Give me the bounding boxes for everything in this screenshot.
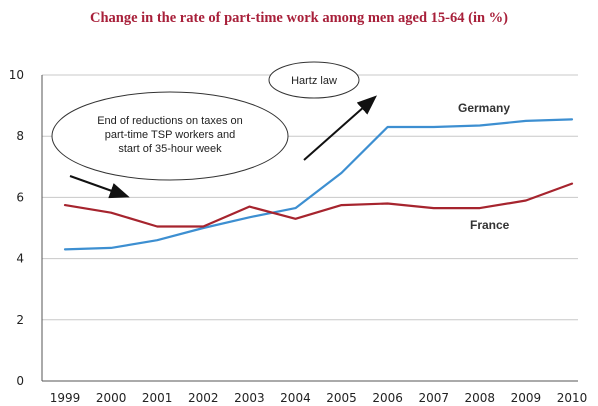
x-tick-label-2003: 2003	[234, 391, 265, 405]
x-tick-label-2006: 2006	[372, 391, 403, 405]
x-tick-label-2008: 2008	[465, 391, 496, 405]
series-line-germany	[63, 118, 574, 251]
chart-title: Change in the rate of part-time work amo…	[89, 10, 509, 26]
taxes-callout-bubble	[51, 91, 289, 181]
taxes-note-line-2: part-time TSP workers and	[105, 129, 235, 141]
series-lines	[63, 118, 574, 251]
x-tick-label-2002: 2002	[188, 391, 219, 405]
axes	[41, 75, 578, 382]
y-tick-label-2: 2	[16, 313, 24, 327]
series-line-france	[63, 182, 574, 228]
taxes-note-line-3: start of 35-hour week	[118, 143, 222, 155]
x-tick-label-2000: 2000	[96, 391, 127, 405]
y-tick-label-10: 10	[9, 68, 24, 82]
hartz-annotation: Hartz law	[268, 61, 377, 161]
taxes-annotation: End of reductions on taxes on part-time …	[51, 91, 289, 199]
x-tick-label-2010: 2010	[557, 391, 588, 405]
tick-labels: 0 2 4 6 8 10 1999 2000 2001 2002 2003 2004 2005 2006 2…	[9, 68, 588, 405]
y-tick-label-6: 6	[16, 190, 24, 204]
y-tick-label-0: 0	[16, 374, 24, 388]
x-tick-label-1999: 1999	[50, 391, 81, 405]
y-tick-label-4: 4	[16, 252, 24, 266]
taxes-arrow	[69, 175, 130, 199]
x-tick-label-2001: 2001	[142, 391, 173, 405]
x-tick-label-2007: 2007	[418, 391, 449, 405]
hartz-note-line-1: Hartz law	[291, 75, 337, 87]
y-tick-label-8: 8	[16, 129, 24, 143]
x-tick-label-2005: 2005	[326, 391, 357, 405]
hartz-arrow	[303, 95, 377, 161]
x-tick-label-2004: 2004	[280, 391, 311, 405]
series-label-germany: Germany	[458, 101, 510, 115]
taxes-note-line-1: End of reductions on taxes on	[97, 115, 243, 127]
hartz-callout-bubble	[268, 61, 360, 99]
x-tick-label-2009: 2009	[511, 391, 542, 405]
series-label-france: France	[470, 218, 510, 232]
